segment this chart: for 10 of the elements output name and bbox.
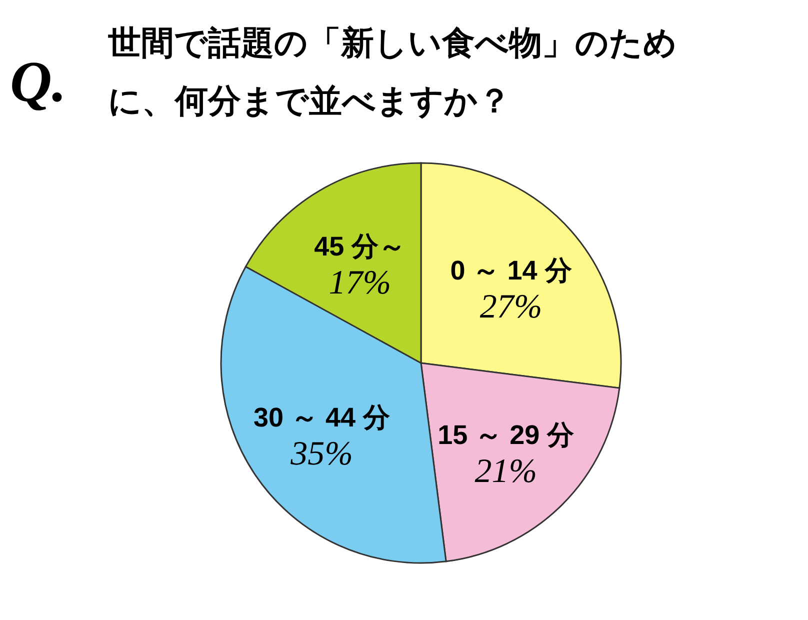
slice-label: 0 ～ 14 分 bbox=[450, 256, 573, 286]
data-label: 35% bbox=[290, 435, 353, 472]
data-label: 21% bbox=[474, 452, 538, 490]
data-label: 17% bbox=[328, 264, 392, 302]
data-label: 27% bbox=[480, 288, 542, 326]
slice-label: 45 分～ bbox=[314, 232, 406, 262]
slice-label: 30 ～ 44 分 bbox=[253, 402, 392, 432]
slice-label: 15 ～ 29 分 bbox=[438, 420, 576, 450]
text: Q. bbox=[10, 48, 66, 115]
chart-title: 世間で話題の「新しい食べ物」のために、何分まで並べますか？ bbox=[108, 23, 678, 121]
